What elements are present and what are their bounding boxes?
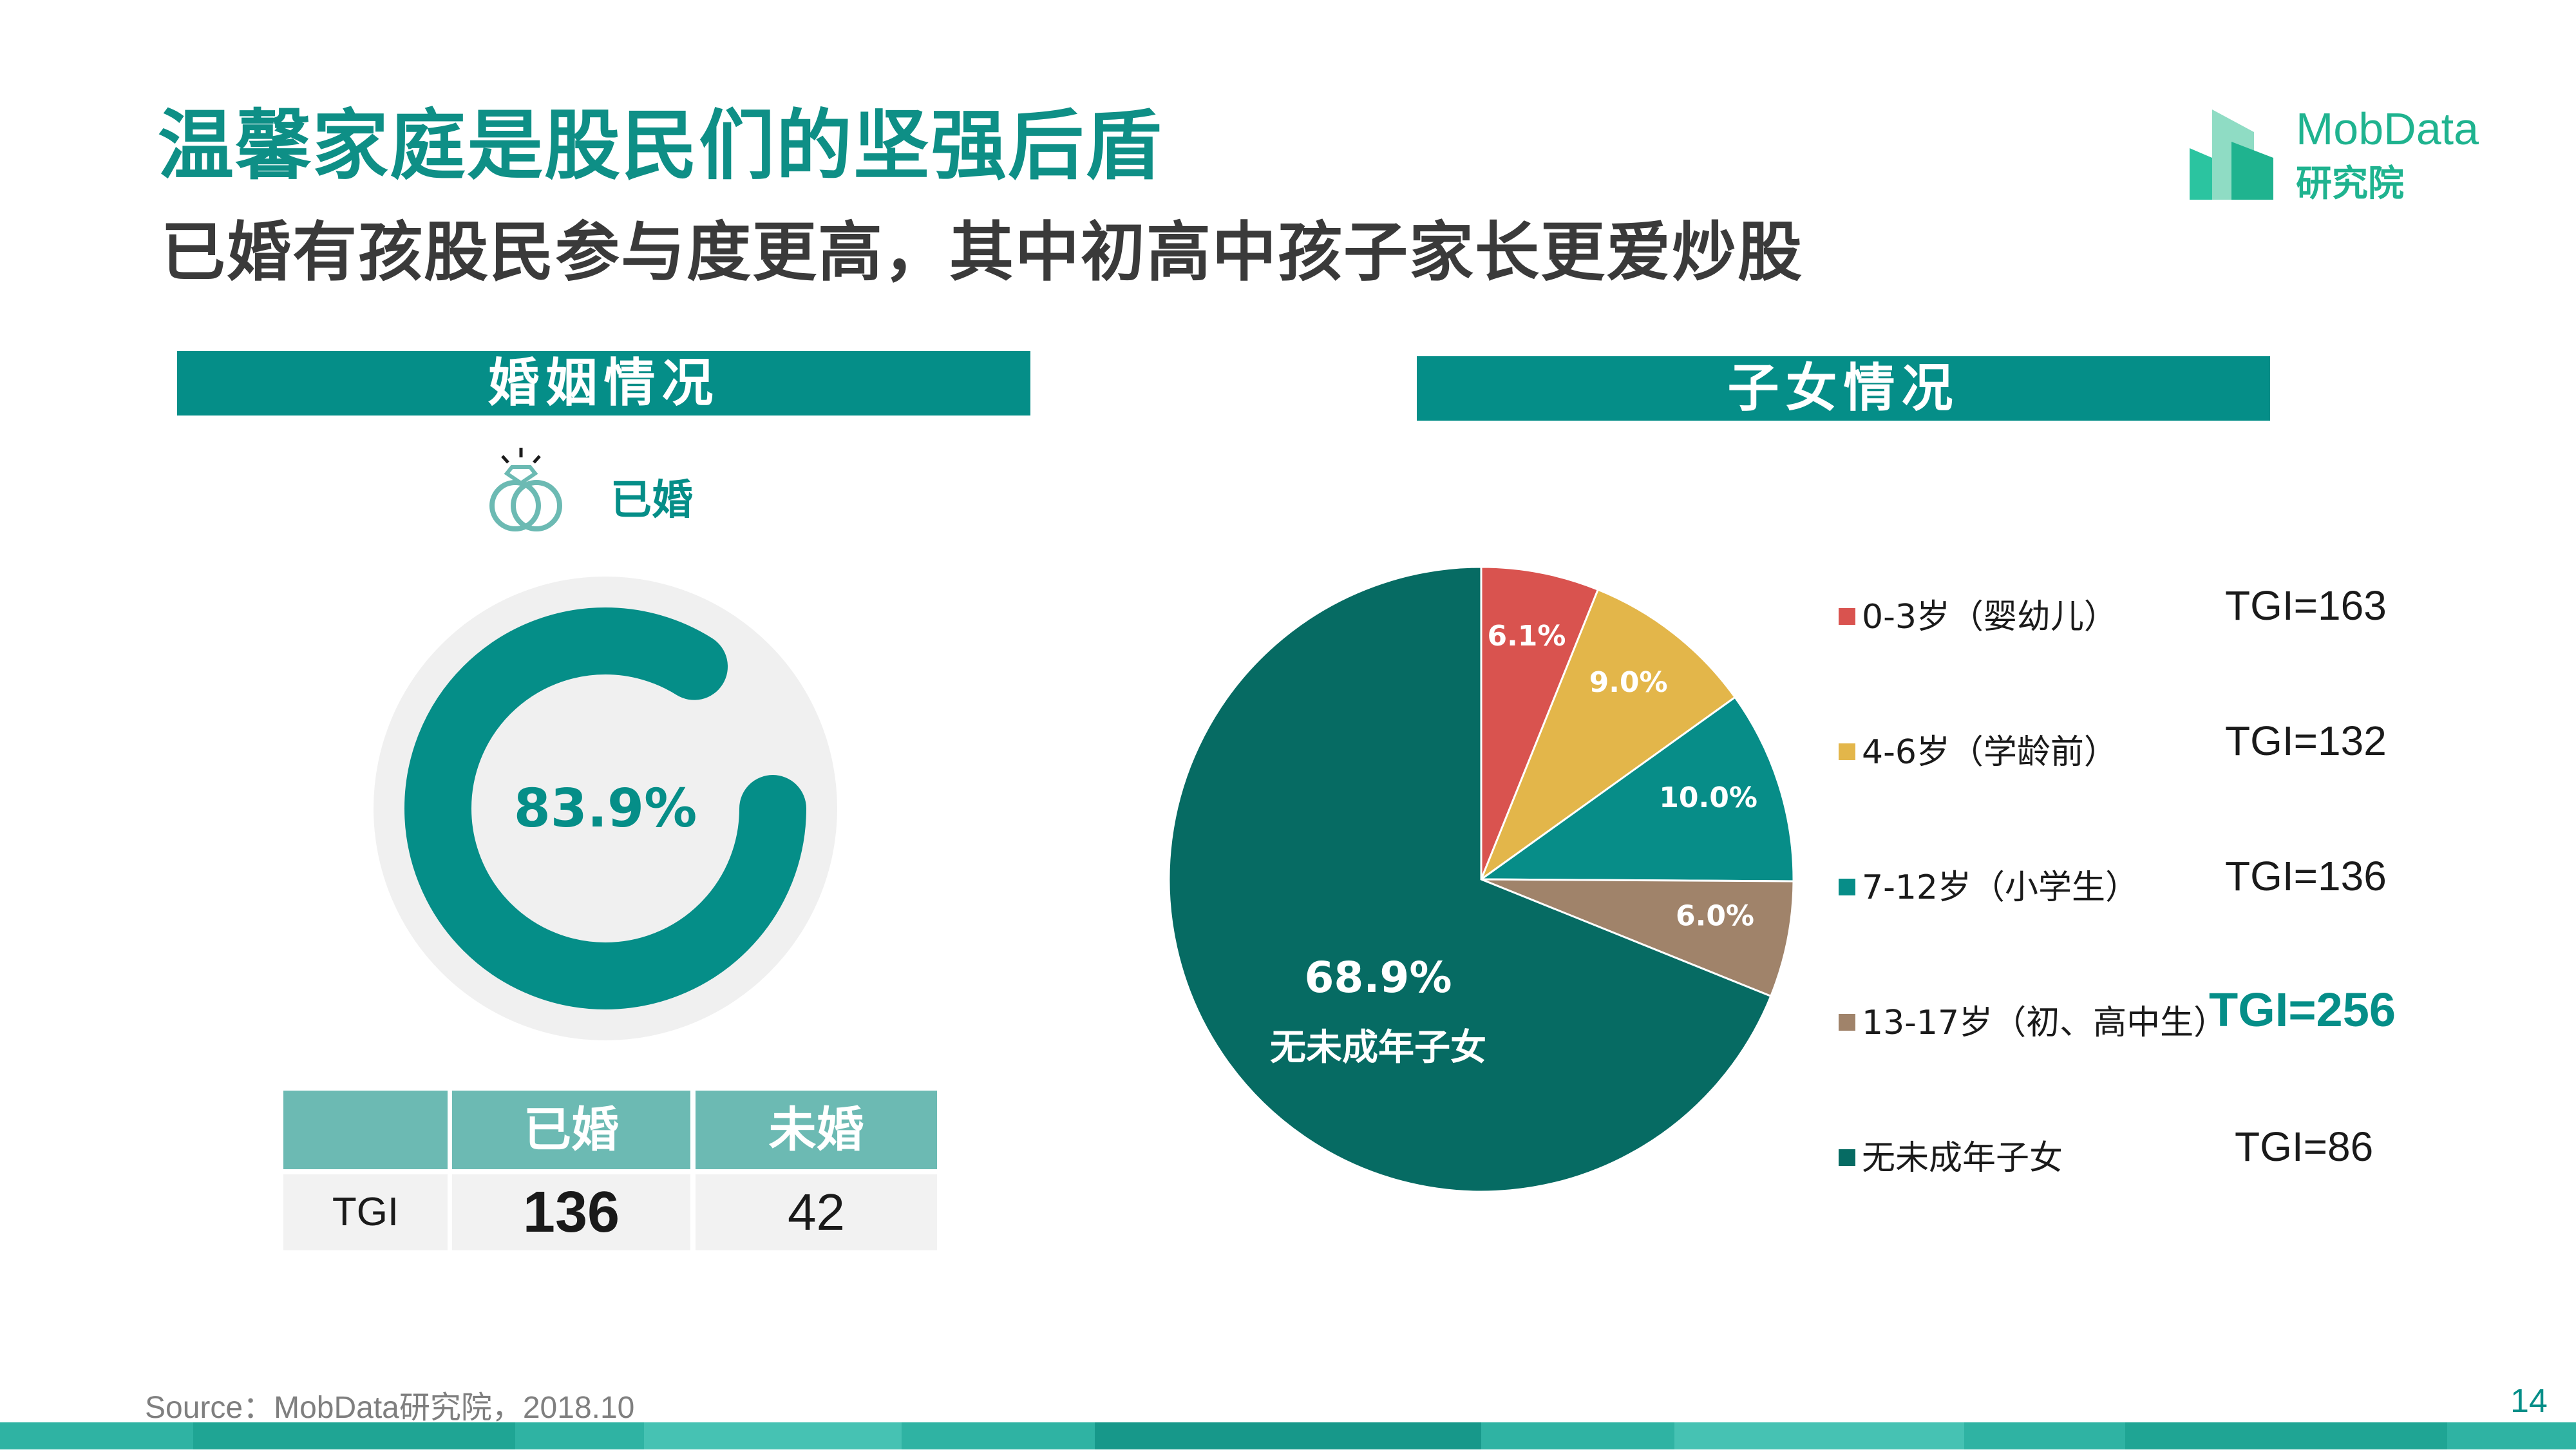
legend-label: 无未成年子女 (1862, 1139, 2063, 1178)
pie-slice (1480, 566, 1600, 880)
married-label: 已婚 (611, 477, 693, 524)
legend-item: 0-3岁（婴幼儿） (1839, 589, 2117, 638)
pie-big-slice-caption: 无未成年子女 (1270, 1027, 1486, 1069)
pie-data-label: 68.9% (1305, 953, 1452, 1002)
legend-tgi-value: TGI=86 (2235, 1123, 2374, 1170)
pie-data-label: 6.0% (1676, 900, 1754, 933)
legend-tgi-value: TGI=256 (2209, 983, 2396, 1036)
legend-item: 4-6岁（学龄前） (1839, 725, 2117, 773)
pie-slice (1479, 588, 1737, 883)
donut-progress-arc (404, 607, 806, 1009)
children-pie-chart: 6.1% 9.0% 10.0% 6.0% 68.9% 无未成年子女 (1159, 557, 1803, 1201)
marriage-section-header: 婚姻情况 (177, 351, 1030, 416)
legend-swatch (1839, 1014, 1855, 1031)
legend-item: 无未成年子女 (1839, 1131, 2063, 1179)
logo-buildings-icon (2190, 110, 2273, 200)
legend-label: 7-12岁（小学生） (1862, 868, 2139, 907)
wedding-rings-icon (480, 444, 570, 538)
legend-item: 7-12岁（小学生） (1839, 860, 2139, 908)
pie-slice (1478, 696, 1795, 883)
source-note: Source：MobData研究院，2018.10 (145, 1391, 635, 1425)
pie-data-label: 6.1% (1487, 620, 1566, 653)
legend-tgi-value: TGI=163 (2225, 582, 2387, 629)
married-tgi-value: 136 (452, 1174, 690, 1250)
unmarried-tgi-value: 42 (696, 1174, 937, 1250)
legend-item: 13-17岁（初、高中生） (1839, 995, 2227, 1044)
page-subtitle: 已婚有孩股民参与度更高，其中初高中孩子家长更爱炒股 (161, 215, 1803, 290)
pie-data-label: 10.0% (1659, 781, 1757, 814)
marriage-tgi-table: 已婚 未婚 TGI 136 42 (283, 1091, 937, 1252)
legend-label: 0-3岁（婴幼儿） (1862, 598, 2117, 636)
legend-swatch (1839, 1149, 1855, 1166)
legend-label: 13-17岁（初、高中生） (1862, 1004, 2228, 1042)
mobdata-logo: MobData 研究院 (2183, 103, 2499, 205)
page-title: 温馨家庭是股民们的坚强后盾 (158, 101, 1163, 190)
legend-swatch (1839, 608, 1855, 625)
table-header-married: 已婚 (452, 1091, 690, 1169)
table-row-label: TGI (283, 1174, 448, 1250)
legend-tgi-value: TGI=136 (2225, 853, 2387, 899)
table-header-empty (283, 1091, 448, 1169)
children-section-header: 子女情况 (1417, 356, 2270, 421)
page-number: 14 (2510, 1382, 2548, 1420)
legend-tgi-value: TGI=132 (2225, 718, 2387, 764)
donut-center-value: 83.9% (514, 778, 697, 839)
footer-stripe (0, 1422, 2576, 1449)
pie-data-label: 9.0% (1589, 666, 1668, 699)
legend-label: 4-6岁（学龄前） (1862, 733, 2117, 772)
legend-swatch (1839, 743, 1855, 760)
legend-swatch (1839, 879, 1855, 895)
married-donut-chart: 83.9% (374, 577, 837, 1040)
logo-subword: 研究院 (2296, 163, 2404, 205)
pie-slice (1481, 878, 1795, 998)
pie-slice (1168, 566, 1772, 1193)
logo-word: MobData (2296, 104, 2479, 154)
table-header-unmarried: 未婚 (696, 1091, 937, 1169)
